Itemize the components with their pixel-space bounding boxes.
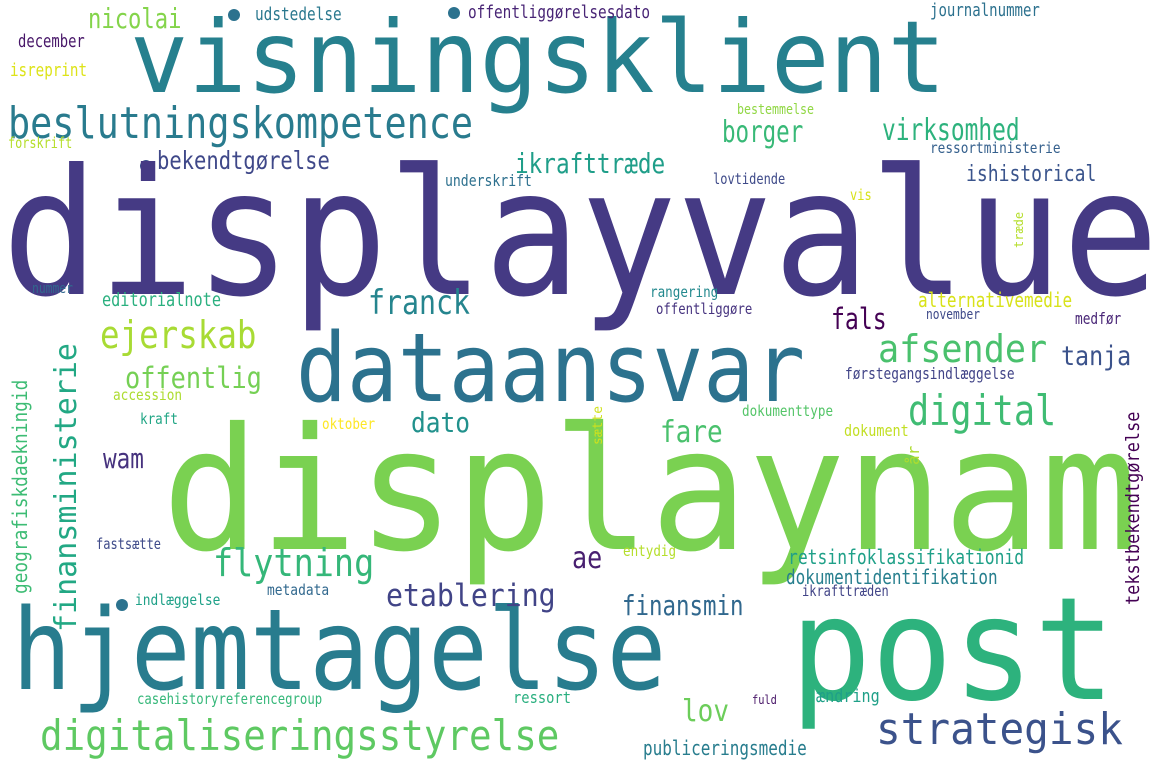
dot-marker	[228, 9, 240, 21]
word-ikrafttraeden: ikrafttræden	[802, 582, 889, 600]
word-dataansvar: dataansvar	[296, 314, 806, 424]
word-virksomhed: virksomhed	[882, 113, 1020, 148]
word-borger: borger	[722, 115, 804, 150]
word-medfoer: medfør	[1075, 309, 1122, 328]
word-etablering: etablering	[386, 578, 556, 614]
word-forskrift: forskrift	[8, 134, 73, 152]
word-metadata: metadata	[267, 581, 330, 599]
word-accession: accession	[113, 386, 183, 404]
word-alternativemedie: alternativemedie	[918, 288, 1073, 312]
word-strategisk: strategisk	[876, 704, 1123, 755]
dot-marker	[448, 7, 460, 19]
word-retsinfoklassifikationid: retsinfoklassifikationid	[788, 545, 1025, 569]
word-ishistorical: ishistorical	[966, 162, 1097, 187]
word-aendring: ændring	[816, 686, 880, 707]
word-indlaeggelse: indlæggelse	[135, 591, 221, 609]
word-bekendtgoerelse: bekendtgørelse	[157, 146, 330, 175]
word-saette: sætte	[591, 405, 606, 445]
word-isreprint: isreprint	[10, 60, 88, 81]
word-dokument: dokument	[844, 421, 909, 440]
word-afsender: afsender	[878, 327, 1048, 371]
word-fastsaette: fastsætte	[96, 535, 162, 553]
word-ikrafttraede: ikrafttræde	[515, 147, 666, 180]
word-ae: ae	[572, 541, 603, 576]
word-flytning: flytning	[213, 541, 375, 585]
word-underskrift: underskrift	[445, 171, 532, 190]
word-post: post	[790, 566, 1116, 733]
word-casehistoryreferencegroup: casehistoryreferencegroup	[137, 690, 323, 708]
word-nummer: nummer	[32, 281, 73, 297]
word-ejerskab: ejerskab	[100, 313, 257, 357]
word-wam: wam	[103, 442, 144, 475]
word-ressortministerie: ressortministerie	[930, 139, 1061, 157]
word-fare: fare	[660, 415, 723, 450]
word-editorialnote: editorialnote	[102, 289, 221, 311]
word-digitaliseringsstyrelse: digitaliseringsstyrelse	[40, 711, 560, 760]
dot-marker	[140, 160, 152, 172]
word-ressort: ressort	[513, 688, 571, 707]
word-december: december	[18, 31, 85, 52]
word-traede: træde	[1012, 211, 1026, 248]
word-offentliggoerelsesdato: offentliggørelsesdato	[468, 2, 651, 23]
word-finansministerie: finansministerie	[49, 343, 84, 632]
word-bestemmelse: bestemmelse	[737, 102, 814, 118]
word-geografiskdaekningid: geografiskdaekningid	[8, 379, 32, 594]
word-fuld: fuld	[752, 693, 777, 707]
word-rangering: rangering	[650, 283, 719, 301]
word-offentlig: offentlig	[125, 361, 262, 395]
word-oktober: oktober	[322, 415, 376, 433]
word-journalnummer: journalnummer	[930, 0, 1040, 21]
word-visningsklient: visningsklient	[130, 0, 946, 116]
word-digital: digital	[908, 386, 1057, 435]
word-kraft: kraft	[140, 410, 178, 428]
word-tekstbekendtgoerelse: tekstbekendtgørelse	[1122, 411, 1144, 605]
word-franck: franck	[368, 283, 471, 323]
word-dato: dato	[411, 406, 471, 439]
word-tanja: tanja	[1061, 341, 1132, 372]
word-nicolai: nicolai	[88, 2, 182, 35]
word-dokumentidentifikation: dokumentidentifikation	[786, 565, 998, 589]
word-displayvalue: displayvalue	[2, 133, 1155, 336]
word-offentliggoere: offentliggøre	[656, 300, 753, 318]
word-entydig: entydig	[623, 542, 677, 560]
word-aar: år	[904, 445, 923, 465]
word-dokumenttype: dokumenttype	[742, 402, 834, 420]
word-vis: vis	[850, 186, 872, 204]
word-foerstegangsindlaeggelse: førstegangsindlæggelse	[845, 364, 1015, 383]
word-displaynam: displaynam	[162, 392, 1139, 590]
dot-marker	[116, 599, 128, 611]
word-lov: lov	[682, 694, 730, 729]
word-hjemtagelse: hjemtagelse	[12, 586, 667, 716]
word-fals: fals	[831, 302, 887, 336]
word-finansmin: finansmin	[622, 589, 744, 622]
word-publiceringsmedie: publiceringsmedie	[643, 736, 807, 760]
word-lovtidende: lovtidende	[713, 170, 786, 188]
word-november: november	[926, 307, 980, 323]
word-beslutningskompetence: beslutningskompetence	[8, 98, 474, 149]
word-udstedelse: udstedelse	[255, 4, 342, 25]
